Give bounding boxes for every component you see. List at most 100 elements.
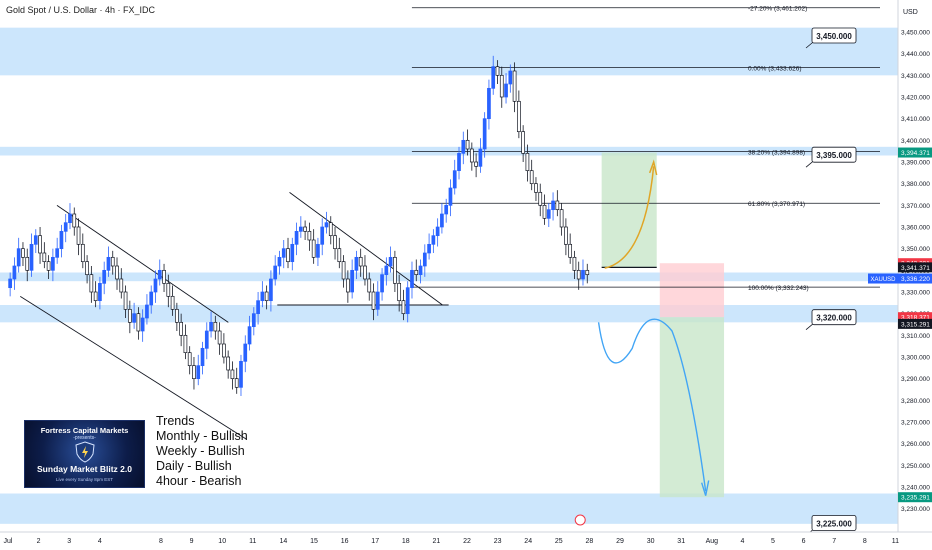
time-tick-label: 6 — [802, 538, 806, 545]
time-tick-label: 18 — [402, 538, 410, 545]
candle-body — [8, 278, 12, 289]
price-tick-label: 3,410.000 — [901, 116, 930, 123]
price-tag-label: 3,318.371 — [901, 315, 930, 322]
price-tag-bg — [898, 147, 932, 158]
channel-line — [289, 191, 443, 306]
candle-body — [110, 256, 115, 267]
candle-body — [465, 139, 470, 150]
candle-body — [581, 269, 585, 280]
candle-body — [576, 269, 581, 280]
fib-level-label: 0.00% (3,433.626) — [748, 65, 801, 72]
candle-body — [38, 235, 42, 254]
candle-body — [320, 226, 325, 245]
candle-body — [388, 256, 393, 267]
candle-body — [153, 278, 158, 293]
price-tick-label: 3,330.000 — [901, 290, 930, 297]
time-tick-label: 21 — [433, 538, 441, 545]
candle-body — [542, 204, 547, 219]
time-tick-label: 11 — [249, 538, 256, 545]
candle-body — [80, 243, 85, 263]
price-tag-label: 3,336.220 — [901, 276, 930, 283]
candle-body — [51, 256, 55, 271]
candle-body — [298, 226, 303, 232]
candle-body — [482, 118, 487, 150]
shield-icon — [75, 441, 95, 463]
candle-body — [517, 100, 521, 133]
candle-body — [346, 278, 350, 293]
candle-body — [239, 360, 243, 388]
price-tag-bg — [898, 492, 932, 503]
candle-body — [226, 356, 231, 371]
price-tick-label: 3,350.000 — [901, 246, 930, 253]
candle-body — [260, 291, 265, 302]
candle-body — [585, 269, 590, 276]
time-tick-label: 22 — [463, 538, 471, 545]
candle-body — [521, 131, 525, 154]
candle-body — [222, 343, 226, 358]
price-tag-label: 3,341.371 — [901, 265, 930, 272]
callout-box — [811, 309, 857, 326]
promo-company: Fortress Capital Markets — [40, 426, 129, 435]
price-tick-label: 3,370.000 — [901, 203, 930, 210]
candle-body — [555, 200, 560, 211]
fib-level-label: 100.00% (3,332.243) — [748, 285, 809, 292]
fib-level-label: 38.20% (3,394.898) — [748, 149, 805, 156]
candle-body — [504, 83, 508, 98]
price-tick-label: 3,290.000 — [901, 376, 930, 383]
candle-body — [145, 304, 149, 319]
time-tick-label: 25 — [555, 538, 563, 545]
callout-label: 3,320.000 — [816, 314, 852, 323]
candle-body — [102, 269, 107, 284]
chart-title: Gold Spot / U.S. Dollar · 4h · FX_IDC — [6, 5, 156, 15]
candle-body — [474, 161, 478, 167]
symbol-tag-bg — [868, 273, 898, 284]
time-tick-label: 5 — [771, 538, 775, 545]
candle-body — [132, 313, 136, 323]
price-tick-label: 3,380.000 — [901, 181, 930, 188]
candle-body — [42, 252, 47, 263]
price-tick-label: 3,440.000 — [901, 51, 930, 58]
candle-body — [380, 274, 384, 293]
candle-body — [55, 248, 60, 258]
candle-body — [166, 282, 171, 297]
candle-body — [551, 200, 555, 211]
price-tick-label: 3,450.000 — [901, 30, 930, 37]
price-tick-label: 3,430.000 — [901, 73, 930, 80]
candle-body — [157, 269, 162, 280]
candle-body — [217, 330, 222, 345]
candle-body — [127, 308, 132, 323]
time-tick-label: 24 — [524, 538, 532, 545]
candle-body — [393, 256, 397, 284]
support-resistance-zone — [0, 272, 898, 282]
candle-body — [76, 226, 81, 245]
price-tag-label: 3,394.371 — [901, 150, 930, 157]
projection-bullish-arrow — [604, 166, 655, 269]
price-tick-label: 3,260.000 — [901, 441, 930, 448]
price-tick-label: 3,280.000 — [901, 398, 930, 405]
fib-level-label: -27.20% (3,461.202) — [748, 6, 807, 13]
candle-body — [422, 252, 427, 267]
trend-monthly: Monthly - Bullish — [156, 429, 248, 443]
candle-body — [33, 235, 38, 245]
candle-body — [12, 265, 17, 280]
price-tick-label: 3,270.000 — [901, 420, 930, 427]
candle-body — [568, 243, 573, 258]
candle-body — [397, 282, 402, 302]
fib-level-label: 61.80% (3,370.971) — [748, 201, 805, 208]
trends-heading: Trends — [156, 414, 195, 428]
trend-weekly: Weekly - Bullish — [156, 444, 245, 458]
candle-body — [273, 265, 278, 280]
candle-body — [538, 191, 543, 206]
candle-body — [401, 300, 406, 315]
candle-body — [529, 170, 534, 185]
candle-body — [140, 317, 145, 332]
candle-body — [68, 213, 72, 224]
candle-body — [175, 308, 179, 323]
time-tick-label: 17 — [371, 538, 379, 545]
promo-banner[interactable]: Fortress Capital Markets -presents- Sund… — [24, 420, 145, 488]
projection-bearish-arrowhead — [701, 480, 710, 496]
candle-body — [564, 226, 568, 245]
candle-body — [209, 321, 213, 332]
time-tick-label: Jul — [4, 538, 13, 545]
